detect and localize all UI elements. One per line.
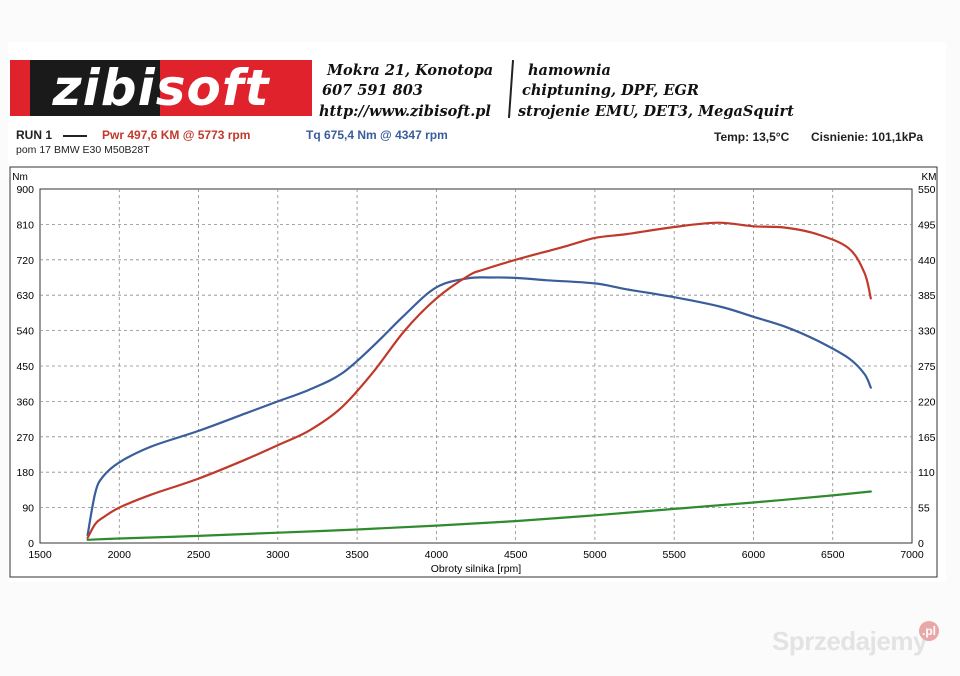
y-right-tick-label: 275 (918, 361, 936, 373)
power-peak-text: Pwr 497,6 KM @ 5773 rpm (102, 128, 251, 142)
watermark-badge: .pl (919, 621, 939, 641)
phone-text: 607 591 803 (322, 82, 423, 99)
x-tick-label: 2000 (108, 549, 132, 561)
chart-grid (39, 188, 913, 544)
x-tick-label: 6000 (742, 549, 766, 561)
y-left-tick-label: 540 (16, 326, 34, 338)
y-left-tick-label: 180 (16, 467, 34, 479)
power-curve (86, 221, 872, 539)
y-right-tick-label: 495 (918, 219, 936, 231)
y-left-tick-label: 450 (16, 361, 34, 373)
chart-lines (86, 221, 872, 541)
y-right-tick-label: 165 (918, 432, 936, 444)
y-left-tick-label: 630 (16, 290, 34, 302)
service-chiptuning: chiptuning, DPF, EGR (522, 82, 699, 99)
x-tick-label: 7000 (900, 549, 924, 561)
y-right-tick-label: 385 (918, 290, 936, 302)
x-tick-label: 2500 (187, 549, 211, 561)
x-tick-label: 3500 (345, 549, 369, 561)
x-tick-label: 3000 (266, 549, 290, 561)
x-axis-label: Obroty silnika [rpm] (431, 563, 522, 575)
y-left-tick-label: 720 (16, 255, 34, 267)
x-tick-label: 1500 (28, 549, 52, 561)
y-right-tick-label: 55 (918, 503, 930, 515)
logo-text: zibisoft (52, 60, 271, 116)
y-left-tick-label: 0 (28, 538, 34, 550)
loss-curve (86, 490, 872, 541)
y-right-tick-label: 330 (918, 326, 936, 338)
y-left-tick-label: 900 (16, 184, 34, 196)
x-tick-label: 5000 (583, 549, 607, 561)
chart-ticks: 1500 2000 2500 3000 3500 4000 4500 5000 5500 6000… (16, 184, 935, 561)
service-tuning: strojenie EMU, DET3, MegaSquirt (518, 103, 794, 120)
run-label: RUN 1 (16, 128, 53, 142)
y-left-axis-label: Nm (12, 172, 28, 183)
y-right-tick-label: 220 (918, 396, 936, 408)
x-tick-label: 4500 (504, 549, 528, 561)
y-right-axis-label: KM (922, 172, 937, 183)
run-legend-line (63, 135, 87, 137)
run-subtitle: pom 17 BMW E30 M50B28T (16, 144, 150, 156)
y-right-tick-label: 550 (918, 184, 936, 196)
torque-curve (86, 276, 872, 537)
y-left-tick-label: 90 (22, 503, 34, 515)
y-left-tick-label: 270 (16, 432, 34, 444)
report-sheet (8, 42, 946, 582)
address-text: Mokra 21, Konotopa (327, 62, 494, 79)
y-right-tick-label: 110 (918, 467, 935, 479)
service-hamownia: hamownia (528, 62, 611, 79)
watermark-text: Sprzedajemy (772, 626, 927, 656)
torque-peak-text: Tq 675,4 Nm @ 4347 rpm (306, 128, 448, 142)
x-tick-label: 4000 (425, 549, 449, 561)
zibisoft-logo: zibisoft (10, 60, 312, 116)
plot-area (39, 188, 913, 544)
y-left-tick-label: 360 (16, 396, 34, 408)
pressure-text: Cisnienie: 101,1kPa (811, 130, 924, 144)
temperature-text: Temp: 13,5°C (714, 130, 790, 144)
y-left-tick-label: 810 (16, 219, 34, 231)
y-right-tick-label: 0 (918, 538, 924, 550)
chart-frame (9, 166, 938, 578)
y-right-tick-label: 440 (918, 255, 936, 267)
x-tick-label: 6500 (821, 549, 845, 561)
x-tick-label: 5500 (663, 549, 687, 561)
website-link[interactable]: http://www.zibisoft.pl (319, 103, 491, 120)
